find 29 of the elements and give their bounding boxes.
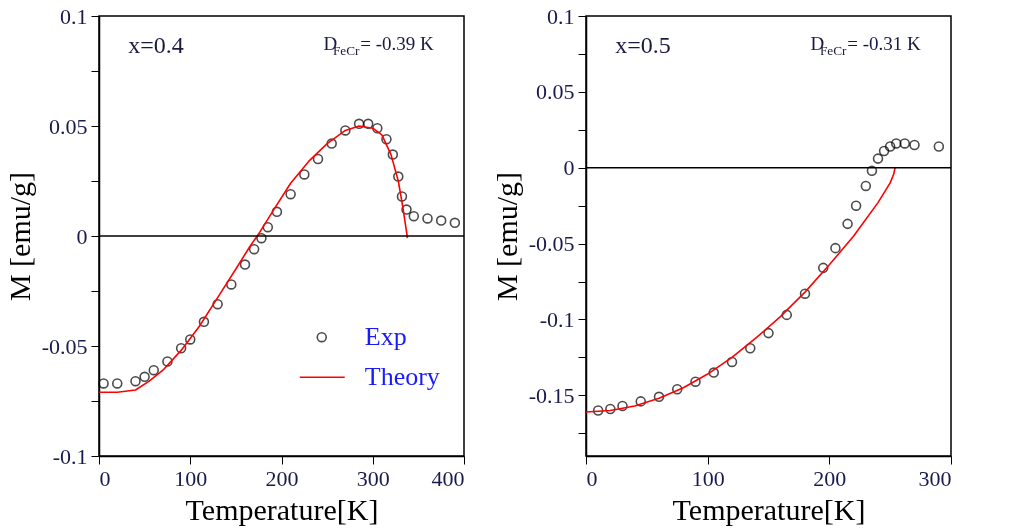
x-tick-label: 300	[356, 465, 390, 491]
legend-label: Exp	[364, 322, 407, 352]
line-series	[585, 166, 896, 413]
x-axis-title: Temperature[K]	[672, 492, 866, 526]
x-tick-label: 0	[99, 465, 111, 491]
x-axis-title: Temperature[K]	[185, 492, 379, 526]
x-tick-label: 100	[174, 465, 208, 491]
x-tick-label: 400	[431, 465, 465, 491]
x-tick-label: 100	[691, 465, 725, 491]
x-tick-label: 200	[813, 465, 847, 491]
y-tick-label: 0.05	[536, 79, 575, 105]
y-tick-label: 0	[563, 155, 575, 181]
annotation: x=0.5	[615, 32, 671, 58]
y-tick-label: 0.05	[49, 113, 88, 139]
x-tick-label: 200	[265, 465, 299, 491]
y-tick-label: -0.15	[528, 382, 575, 408]
y-tick-label: -0.1	[52, 443, 88, 469]
y-tick-label: 0.1	[60, 3, 88, 29]
y-tick-label: -0.1	[539, 306, 575, 332]
x-tick-label: 0	[586, 465, 598, 491]
y-tick-label: -0.05	[528, 231, 575, 257]
y-axis-title: M [emu/g]	[2, 171, 36, 302]
legend-label: Theory	[364, 362, 440, 392]
annotation: x=0.4	[128, 32, 184, 58]
x-tick-label: 300	[918, 465, 952, 491]
y-tick-label: 0.1	[547, 3, 575, 29]
y-axis-title: M [emu/g]	[489, 171, 523, 302]
y-tick-label: 0	[76, 223, 88, 249]
y-tick-label: -0.05	[41, 333, 88, 359]
